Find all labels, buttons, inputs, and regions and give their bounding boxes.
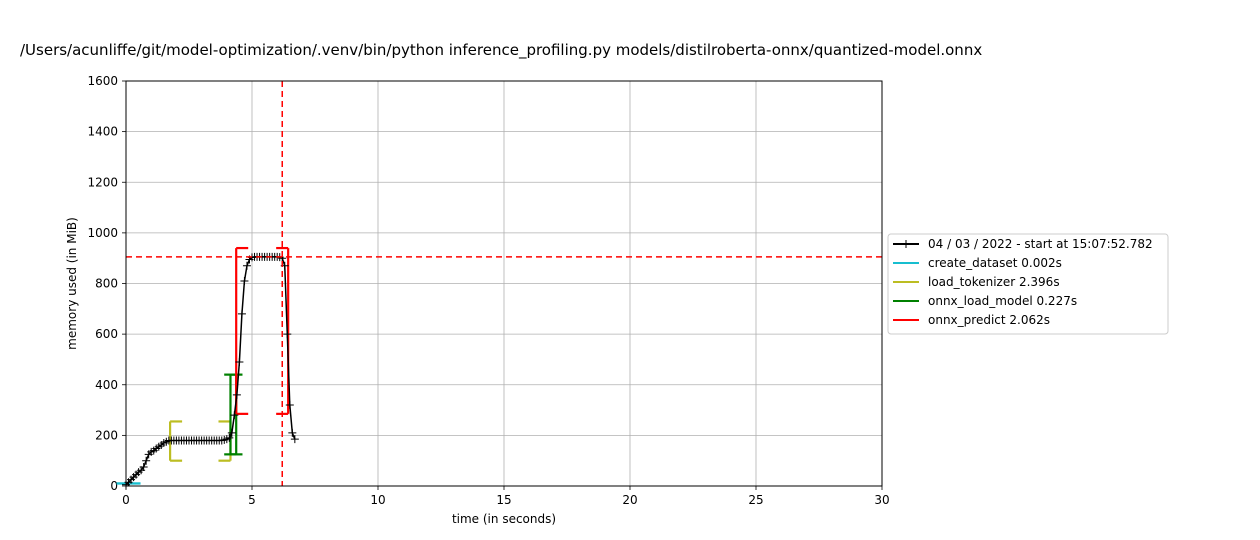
function-bracket-onnx_predict (235, 246, 290, 415)
y-tick-label: 0 (110, 479, 118, 493)
legend-box (887, 233, 1169, 335)
x-tick-label: 30 (874, 493, 889, 507)
data-point-marker (237, 309, 246, 318)
legend-item: create_dataset 0.002s (893, 256, 1062, 270)
legend-label: onnx_load_model 0.227s (928, 294, 1077, 308)
legend-label: load_tokenizer 2.396s (928, 275, 1060, 289)
x-tick-label: 10 (370, 493, 385, 507)
legend: 04 / 03 / 2022 - start at 15:07:52.782 cr… (887, 233, 1169, 335)
data-point-marker (225, 433, 234, 442)
legend-label: onnx_predict 2.062s (928, 313, 1050, 327)
legend-item: load_tokenizer 2.396s (893, 275, 1060, 289)
y-tick-label: 800 (95, 277, 118, 291)
x-tick-label: 0 (122, 493, 130, 507)
plot-frame (125, 80, 883, 487)
axis-ticks: 0 5 10 15 20 25 30 0 200 400 600 800 1000 1200 1400 160… (87, 74, 889, 507)
legend-item: onnx_predict 2.062s (893, 313, 1050, 327)
memory-series (122, 252, 299, 489)
data-point-marker (227, 428, 236, 437)
data-point-marker (288, 428, 297, 437)
legend-item: onnx_load_model 0.227s (893, 294, 1077, 308)
data-point-marker (230, 411, 239, 420)
data-point-marker (139, 463, 148, 472)
legend-item: 04 / 03 / 2022 - start at 15:07:52.782 (893, 237, 1153, 251)
y-tick-label: 1000 (87, 226, 118, 240)
x-tick-label: 20 (622, 493, 637, 507)
legend-marker (902, 240, 910, 248)
legend-label: 04 / 03 / 2022 - start at 15:07:52.782 (928, 237, 1153, 251)
function-brackets (116, 246, 290, 485)
data-point-marker (285, 401, 294, 409)
x-axis-title: time (in seconds) (452, 512, 556, 526)
data-point-marker (235, 357, 244, 366)
y-tick-label: 200 (95, 428, 118, 442)
x-tick-label: 25 (748, 493, 763, 507)
data-point-marker (283, 330, 292, 339)
y-tick-label: 1400 (87, 125, 118, 139)
y-tick-label: 1600 (87, 74, 118, 88)
data-point-marker (242, 261, 251, 270)
grid (125, 80, 883, 487)
chart-title: /Users/acunliffe/git/model-optimization/… (20, 41, 982, 60)
data-point-marker (240, 276, 249, 285)
data-point-marker (290, 435, 299, 444)
x-tick-label: 15 (496, 493, 511, 507)
data-point-marker (232, 390, 241, 399)
y-tick-label: 400 (95, 378, 118, 392)
y-axis-title: memory used (in MiB) (65, 217, 79, 350)
x-tick-label: 5 (248, 493, 256, 507)
max-memory-markers (126, 81, 882, 486)
y-tick-label: 1200 (87, 175, 118, 189)
y-tick-label: 600 (95, 327, 118, 341)
data-point-marker (142, 456, 151, 465)
legend-label: create_dataset 0.002s (928, 256, 1062, 270)
